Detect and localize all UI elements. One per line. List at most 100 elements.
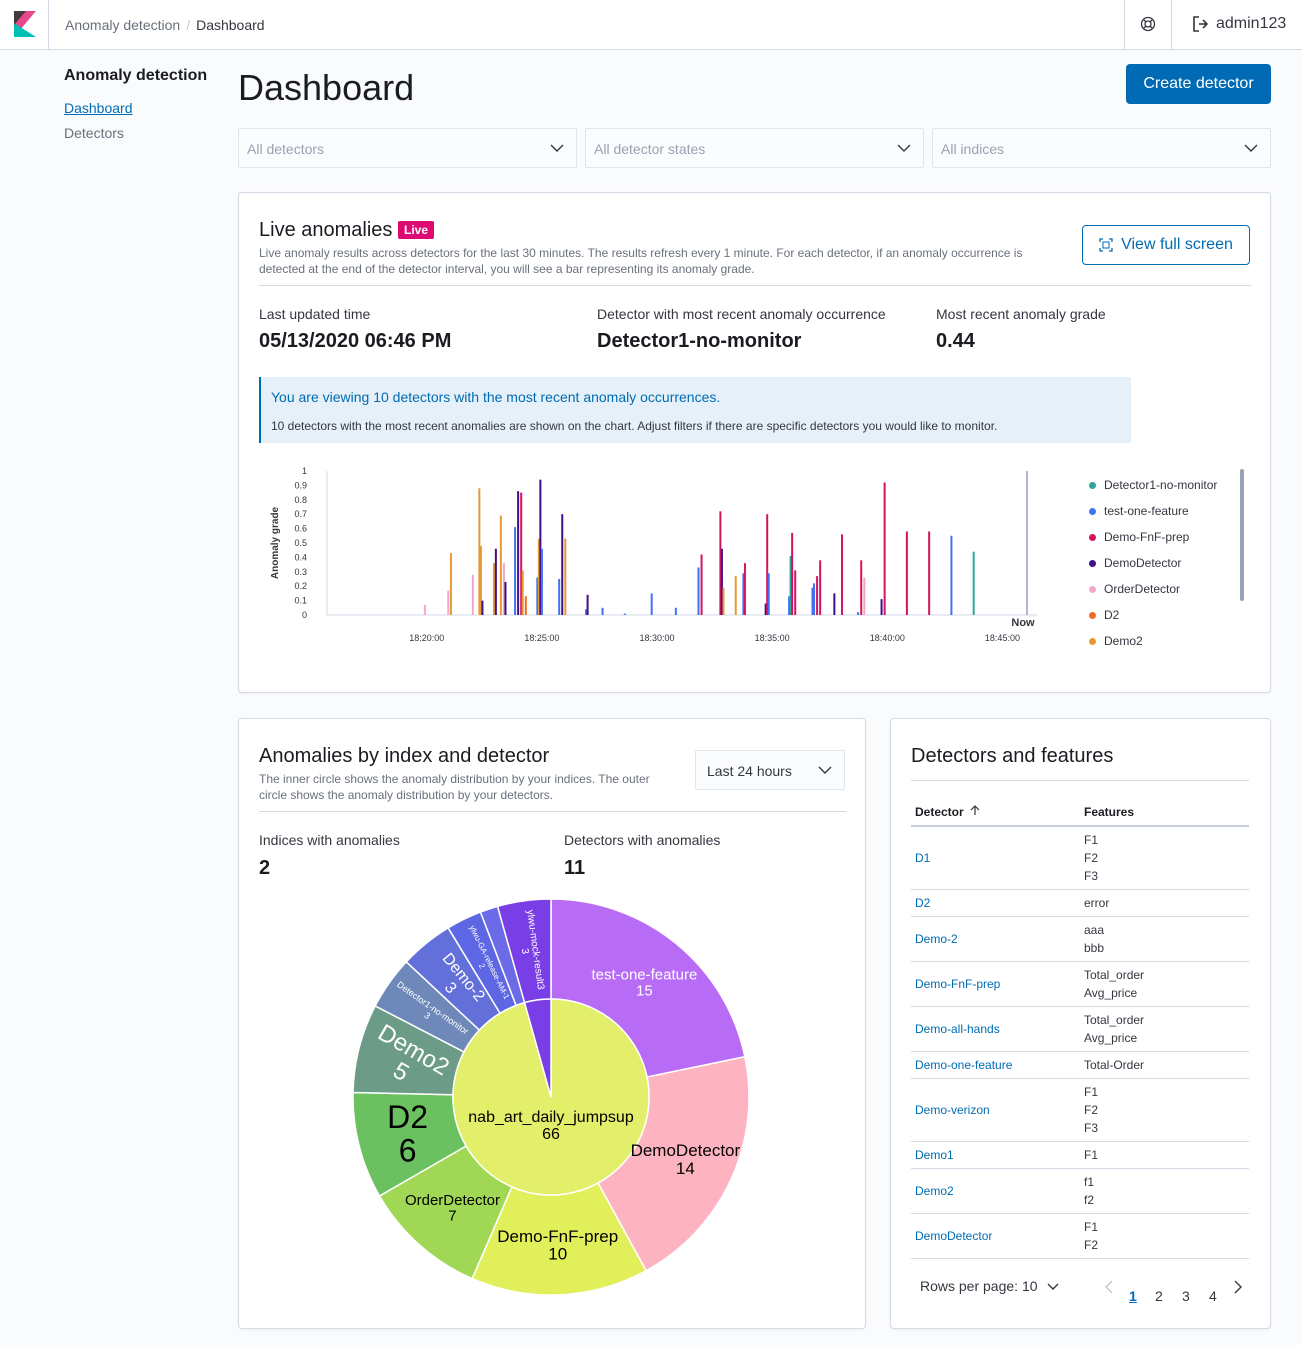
anomaly-bar[interactable] (558, 579, 561, 615)
anomaly-bar[interactable] (524, 596, 527, 615)
anomaly-bar[interactable] (502, 563, 505, 615)
legend-scrollbar[interactable] (1240, 469, 1244, 601)
breadcrumb-app[interactable]: Anomaly detection (65, 17, 181, 33)
legend-item[interactable]: Demo-FnF-prep (1089, 530, 1189, 544)
anomaly-bar[interactable] (816, 576, 819, 615)
detector-link[interactable]: Demo-FnF-prep (915, 976, 1001, 991)
rows-per-page-select[interactable]: Rows per page: 10 (920, 1278, 1059, 1294)
legend-item[interactable]: Detector1-no-monitor (1089, 478, 1217, 492)
legend-item[interactable]: DemoDetector (1089, 556, 1181, 570)
anomaly-bar[interactable] (536, 577, 539, 615)
anomaly-bar[interactable] (586, 594, 589, 615)
anomaly-bar[interactable] (561, 514, 564, 615)
anomaly-bar[interactable] (734, 576, 737, 615)
anomaly-bar[interactable] (481, 600, 484, 615)
anomaly-bar[interactable] (857, 612, 860, 615)
legend-item[interactable]: OrderDetector (1089, 582, 1180, 596)
anomaly-bar[interactable] (521, 570, 524, 615)
anomaly-bar[interactable] (499, 515, 502, 615)
kibana-logo[interactable] (14, 11, 36, 37)
detector-link[interactable]: Demo2 (915, 1183, 954, 1198)
anomaly-bar[interactable] (791, 532, 794, 615)
detector-link[interactable]: D2 (915, 895, 931, 910)
column-header-detector[interactable]: Detector (915, 805, 980, 819)
anomaly-bar[interactable] (479, 545, 482, 615)
page-4-button[interactable]: 4 (1209, 1288, 1217, 1304)
anomaly-bar[interactable] (819, 560, 822, 615)
anomaly-bar[interactable] (950, 535, 953, 615)
anomaly-bar[interactable] (811, 587, 814, 615)
anomaly-bar[interactable] (601, 607, 604, 615)
anomaly-bar[interactable] (766, 514, 769, 615)
anomaly-bar[interactable] (697, 567, 700, 615)
chevron-left-icon[interactable] (1104, 1280, 1114, 1294)
legend-item[interactable]: D2 (1089, 608, 1119, 622)
anomaly-bar[interactable] (514, 527, 517, 615)
anomaly-bar[interactable] (860, 560, 863, 615)
detector-link[interactable]: Demo1 (915, 1147, 954, 1162)
detector-link[interactable]: DemoDetector (915, 1228, 993, 1243)
page-1-button[interactable]: 1 (1129, 1288, 1137, 1304)
time-range-select[interactable]: Last 24 hours (695, 750, 845, 790)
anomaly-bar[interactable] (794, 570, 797, 615)
anomaly-bar[interactable] (623, 613, 626, 615)
anomaly-bar[interactable] (833, 593, 836, 615)
detector-states-filter[interactable]: All detector states (585, 128, 924, 168)
help-button[interactable] (1124, 0, 1172, 50)
anomaly-bar[interactable] (883, 482, 886, 615)
legend-item[interactable]: Demo2 (1089, 634, 1143, 648)
anomaly-bar[interactable] (722, 587, 725, 615)
anomaly-bar[interactable] (972, 551, 975, 615)
anomaly-bar[interactable] (585, 609, 588, 615)
detector-link[interactable]: D1 (915, 850, 931, 865)
detector-link[interactable]: Demo-one-feature (915, 1057, 1013, 1072)
create-detector-button[interactable]: Create detector (1126, 64, 1271, 104)
anomaly-bar[interactable] (674, 607, 677, 615)
anomaly-bar[interactable] (764, 603, 767, 615)
anomaly-bar[interactable] (788, 596, 791, 615)
page-2-button[interactable]: 2 (1155, 1288, 1163, 1304)
anomaly-bar[interactable] (449, 553, 452, 615)
sidebar-item-detectors[interactable]: Detectors (64, 125, 124, 141)
anomaly-bar[interactable] (700, 554, 703, 615)
anomaly-bar[interactable] (813, 583, 816, 615)
anomaly-bar[interactable] (928, 531, 931, 615)
anomaly-bar[interactable] (520, 492, 523, 615)
sidebar-item-dashboard[interactable]: Dashboard (64, 100, 133, 116)
anomaly-bar[interactable] (742, 573, 745, 615)
anomaly-bar[interactable] (719, 511, 722, 615)
anomaly-bar[interactable] (743, 563, 746, 615)
anomaly-bar[interactable] (492, 563, 495, 615)
anomaly-bar[interactable] (537, 538, 540, 615)
detector-link[interactable]: Demo-all-hands (915, 1021, 1000, 1036)
anomaly-bar[interactable] (863, 577, 866, 615)
user-menu[interactable]: admin123 (1192, 15, 1286, 33)
anomaly-bar[interactable] (494, 548, 497, 615)
anomaly-bar[interactable] (720, 548, 723, 615)
detectors-filter[interactable]: All detectors (238, 128, 577, 168)
anomaly-bar[interactable] (767, 573, 770, 615)
anomaly-bar[interactable] (478, 488, 481, 615)
anomaly-bar[interactable] (841, 534, 844, 615)
sunburst-index-slice[interactable] (523, 998, 552, 1098)
anomaly-bar[interactable] (564, 538, 567, 615)
chevron-right-icon[interactable] (1233, 1280, 1243, 1294)
anomaly-bar[interactable] (539, 479, 542, 615)
anomaly-bar[interactable] (540, 548, 543, 615)
anomaly-bar[interactable] (504, 581, 507, 615)
legend-item[interactable]: test-one-feature (1089, 504, 1189, 518)
anomaly-bar[interactable] (423, 604, 426, 615)
detector-link[interactable]: Demo-2 (915, 931, 958, 946)
anomaly-bar[interactable] (789, 555, 792, 615)
page-3-button[interactable]: 3 (1182, 1288, 1190, 1304)
anomaly-bar[interactable] (447, 590, 450, 615)
indices-filter[interactable]: All indices (932, 128, 1271, 168)
view-full-screen-button[interactable]: View full screen (1082, 225, 1250, 265)
detector-link[interactable]: Demo-verizon (915, 1102, 990, 1117)
anomaly-bar[interactable] (880, 599, 883, 615)
anomaly-bar[interactable] (650, 593, 653, 615)
anomaly-bar[interactable] (471, 574, 474, 615)
anomaly-bar[interactable] (517, 491, 520, 615)
anomaly-bar[interactable] (905, 531, 908, 615)
y-tick-label: 0.7 (294, 509, 307, 519)
